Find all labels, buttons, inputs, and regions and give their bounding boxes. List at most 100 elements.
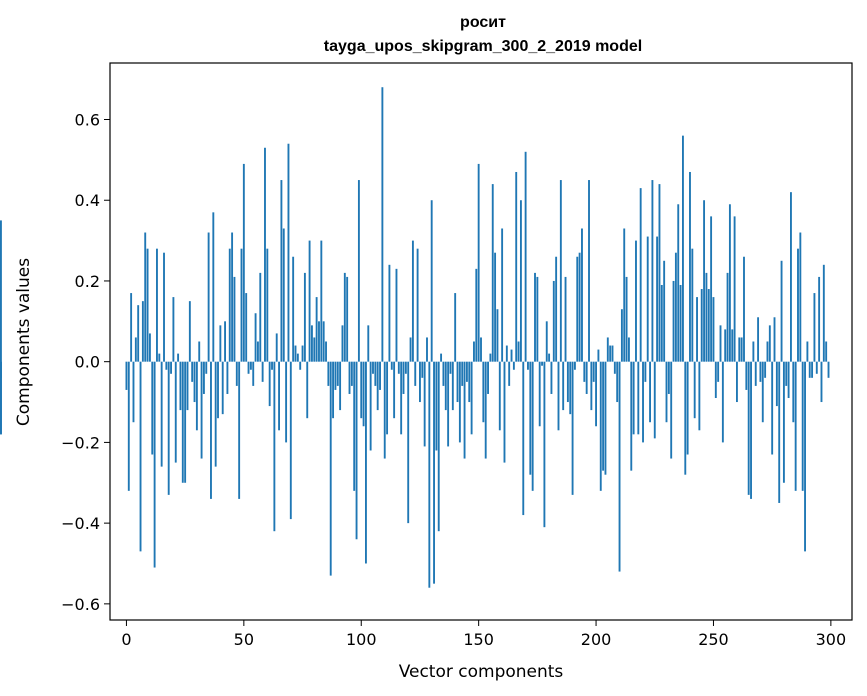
bar-15 <box>160 361 163 467</box>
bars-group <box>0 87 830 588</box>
bar-69 <box>287 143 290 362</box>
bar-49 <box>240 248 243 362</box>
bar-95 <box>348 361 351 394</box>
bar-67 <box>282 228 285 362</box>
bar-204 <box>604 361 607 475</box>
bar-296 <box>820 361 823 403</box>
bar-73 <box>296 353 299 362</box>
bar-4 <box>134 337 137 362</box>
bar-290 <box>806 341 809 362</box>
bar-294 <box>815 361 818 374</box>
bar-299 <box>827 361 830 378</box>
bar-177 <box>541 361 543 366</box>
bar-41 <box>221 361 224 415</box>
bar-251 <box>714 361 717 399</box>
bar-241 <box>691 248 694 362</box>
bar-213 <box>625 276 628 362</box>
bar-233 <box>672 280 675 362</box>
bar-86 <box>327 361 330 386</box>
bar-288 <box>801 361 804 491</box>
bar-254 <box>721 361 724 443</box>
bar-52 <box>247 361 250 374</box>
bar-166 <box>515 171 518 362</box>
bar-212 <box>623 228 626 362</box>
bar-275 <box>771 361 774 455</box>
bar-179 <box>545 321 548 362</box>
bar-145 <box>465 361 468 382</box>
x-tick-label: 250 <box>698 630 729 649</box>
bar-157 <box>494 252 497 362</box>
bar-138 <box>449 361 452 374</box>
bar-22 <box>177 353 180 362</box>
bar-40 <box>219 325 222 362</box>
bar-175 <box>536 276 539 362</box>
bar-257 <box>728 204 731 362</box>
bar-202 <box>599 361 602 491</box>
bar-169 <box>522 361 525 516</box>
bar-12 <box>153 361 156 568</box>
bar-119 <box>404 361 407 374</box>
bar-80 <box>313 337 316 362</box>
bar-246 <box>703 200 706 362</box>
bar-32 <box>200 361 203 459</box>
bar-261 <box>738 337 741 362</box>
bar-133 <box>437 361 440 532</box>
bar-64 <box>275 333 278 362</box>
bar-112 <box>388 264 391 362</box>
bar-88 <box>332 361 335 419</box>
bar-85 <box>325 341 327 362</box>
bar-51 <box>245 293 248 362</box>
bar-81 <box>315 297 318 362</box>
bar-298 <box>825 341 828 362</box>
bar-150 <box>477 163 480 362</box>
bar-151 <box>480 337 482 362</box>
bar-224 <box>651 180 654 362</box>
bar-185 <box>559 180 562 362</box>
bar-253 <box>719 325 722 362</box>
bar-26 <box>186 361 189 411</box>
bar-72 <box>294 345 297 362</box>
bar-97 <box>353 361 356 491</box>
bar-250 <box>712 297 715 362</box>
bar-287 <box>799 232 802 362</box>
bar-155 <box>489 353 492 362</box>
bar-158 <box>496 309 499 362</box>
y-axis: −0.6 −0.4 −0.2 0.0 0.2 0.4 0.6 <box>61 111 110 614</box>
bar-6 <box>139 361 142 552</box>
bar-118 <box>402 361 405 394</box>
bar-132 <box>435 361 438 451</box>
bar-139 <box>451 361 454 411</box>
bar-205 <box>606 337 609 362</box>
bar-135 <box>442 361 445 386</box>
bar-45 <box>231 232 234 362</box>
bar-121 <box>409 337 412 362</box>
bar-99 <box>357 180 360 362</box>
bar-259 <box>733 216 736 362</box>
bar-229 <box>663 260 666 362</box>
bar-126 <box>421 361 424 378</box>
bar-1 <box>127 361 130 491</box>
bar-277 <box>775 361 778 407</box>
bar-146 <box>468 361 471 403</box>
bar-239 <box>686 361 689 455</box>
bar-192 <box>576 256 579 362</box>
bar-219 <box>639 188 642 362</box>
bar-274 <box>768 325 771 362</box>
bar-236 <box>679 284 682 362</box>
bar-8 <box>144 232 147 362</box>
bar-undefined <box>0 220 2 362</box>
bar-228 <box>660 284 663 362</box>
bar-37 <box>212 212 215 362</box>
bar-84 <box>322 321 325 362</box>
bar-194 <box>581 228 583 362</box>
bar-50 <box>242 163 245 362</box>
bar-35 <box>207 232 210 362</box>
bar-100 <box>360 361 363 419</box>
bar-165 <box>512 361 515 370</box>
bar-191 <box>573 361 576 370</box>
bar-234 <box>674 252 677 362</box>
bar-19 <box>170 361 172 374</box>
chart-subtitle: tayga_upos_skipgram_300_2_2019 model <box>324 38 642 55</box>
bar-230 <box>665 361 668 423</box>
